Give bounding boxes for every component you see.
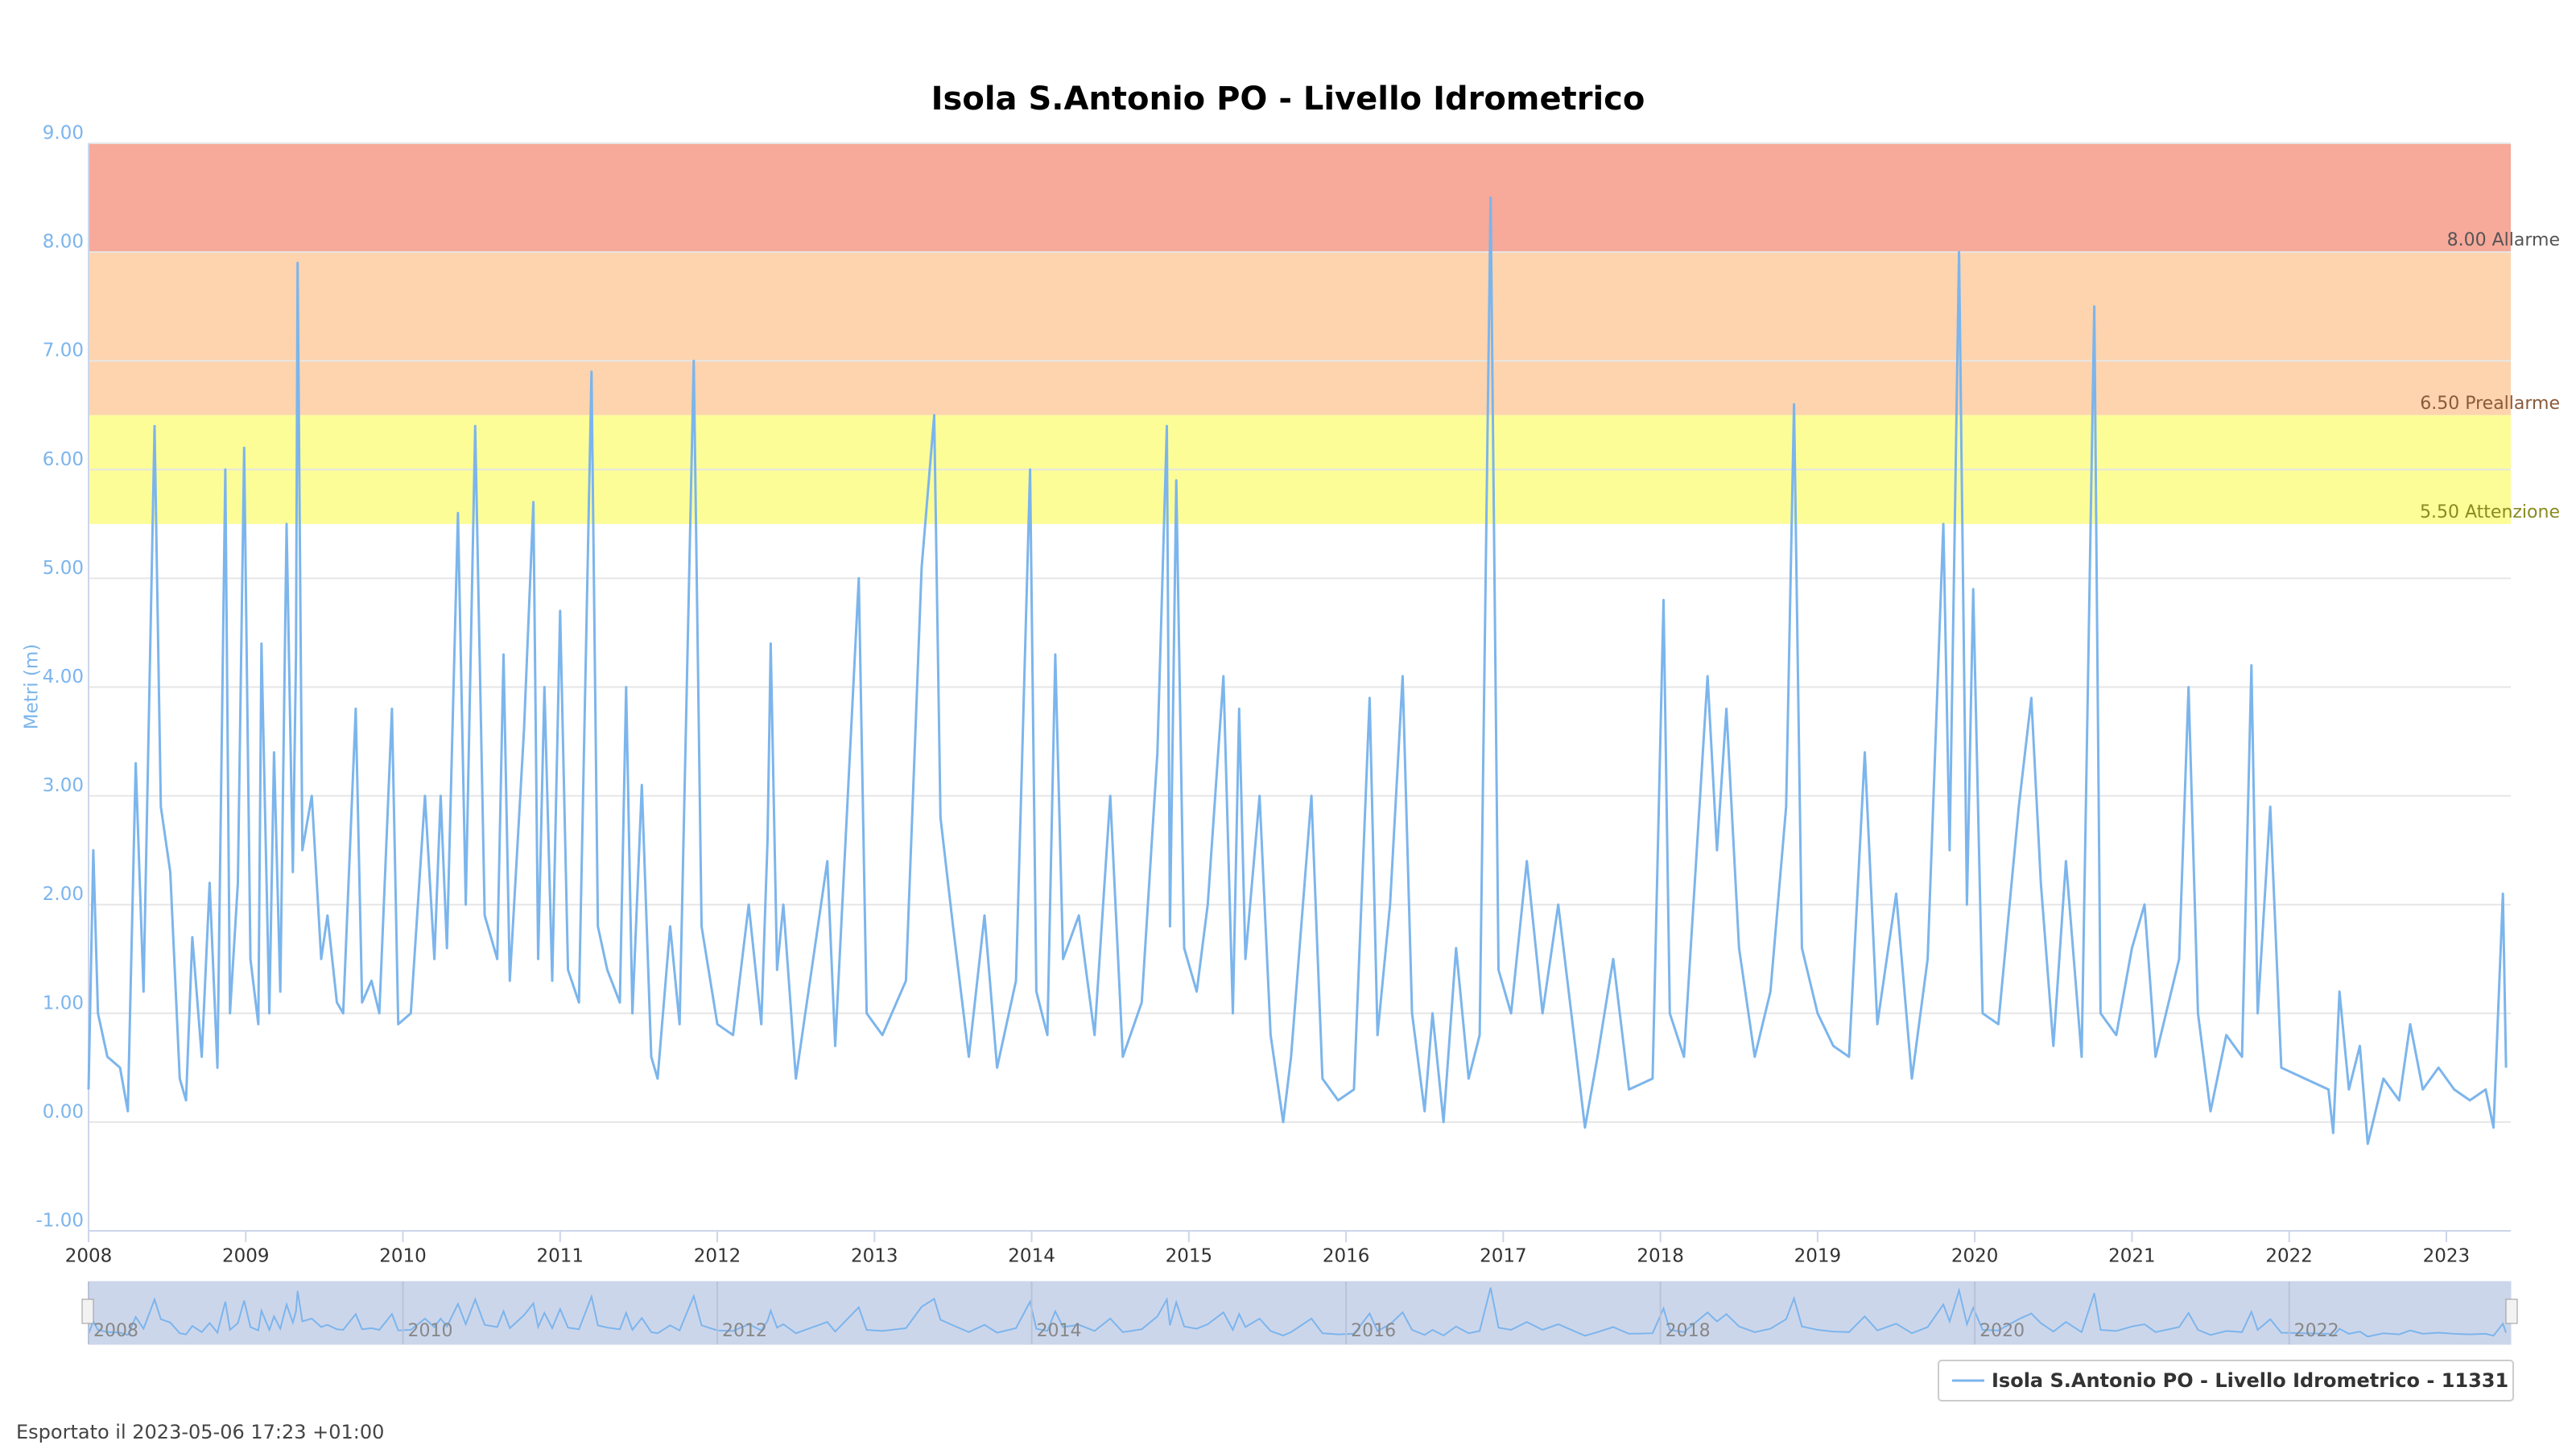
navigator-tick-label: 2022	[2294, 1321, 2339, 1341]
chart-title: Isola S.Antonio PO - Livello Idrometrico	[931, 80, 1645, 118]
y-axis-title: Metri (m)	[22, 644, 43, 730]
y-tick-label: 9.00	[43, 123, 84, 144]
x-tick-label: 2012	[694, 1246, 741, 1267]
y-tick-label: 6.00	[43, 449, 84, 470]
y-tick-label: 5.00	[43, 558, 84, 579]
navigator-tick-label: 2018	[1666, 1321, 1711, 1341]
footer: Esportato il 2023-05-06 17:23 +01:00	[16, 1421, 384, 1443]
navigator-handle[interactable]	[2505, 1298, 2518, 1324]
navigator-line	[88, 1287, 2508, 1338]
x-tick-label: 2010	[379, 1246, 427, 1267]
x-tick-label: 2008	[65, 1246, 113, 1267]
x-tick-label: 2017	[1480, 1246, 1527, 1267]
x-tick-label: 2013	[851, 1246, 898, 1267]
legend[interactable]: Isola S.Antonio PO - Livello Idrometrico…	[1938, 1360, 2514, 1402]
y-tick-label: 1.00	[43, 993, 84, 1013]
band-label: 5.50 Attenzione	[2420, 502, 2560, 522]
x-tick-label: 2019	[1794, 1246, 1842, 1267]
x-tick-label: 2022	[2265, 1246, 2313, 1267]
y-tick-label: 4.00	[43, 667, 84, 687]
grid: -1.00 0.00 1.00 2.00 3.00 4.00 5.00 6.00 7.00 8.0…	[35, 123, 2511, 1267]
navigator-handle[interactable]	[81, 1298, 94, 1324]
y-tick-label: 2.00	[43, 884, 84, 905]
navigator-tick-label: 2020	[1979, 1321, 2025, 1341]
navigator: 2008 2010 2012 2014 2016 2018 2020 2022	[81, 1281, 2518, 1345]
y-tick-label: 3.00	[43, 775, 84, 796]
x-tick-label: 2009	[222, 1246, 270, 1267]
x-tick-label: 2021	[2108, 1246, 2156, 1267]
x-tick-label: 2023	[2423, 1246, 2471, 1267]
plot-band	[89, 252, 2511, 415]
legend-label: Isola S.Antonio PO - Livello Idrometrico…	[1992, 1369, 2508, 1392]
navigator-tick-label: 2012	[722, 1321, 767, 1341]
x-tick-label: 2018	[1637, 1246, 1684, 1267]
x-tick-label: 2011	[537, 1246, 584, 1267]
x-tick-label: 2020	[1951, 1246, 1999, 1267]
plot	[87, 196, 2508, 1146]
band-label: 6.50 Preallarme	[2420, 394, 2560, 414]
x-tick-label: 2014	[1008, 1246, 1055, 1267]
plot-band	[89, 143, 2511, 253]
navigator-tick-label: 2008	[93, 1321, 138, 1341]
plot-bands: 8.00 Allarme 6.50 Preallarme 5.50 Attenzio…	[89, 143, 2560, 524]
navigator-tick-label: 2016	[1351, 1321, 1396, 1341]
x-tick-label: 2015	[1166, 1246, 1213, 1267]
y-tick-label: 0.00	[43, 1101, 84, 1122]
data-line	[87, 196, 2508, 1146]
y-tick-label: -1.00	[35, 1211, 84, 1232]
legend-box	[1938, 1360, 2514, 1402]
y-tick-label: 7.00	[43, 341, 84, 361]
navigator-tick-label: 2010	[408, 1321, 453, 1341]
y-tick-label: 8.00	[43, 232, 84, 253]
x-tick-label: 2016	[1323, 1246, 1370, 1267]
navigator-mask	[88, 1281, 2512, 1345]
band-label: 8.00 Allarme	[2447, 230, 2560, 250]
navigator-tick-label: 2014	[1037, 1321, 1082, 1341]
